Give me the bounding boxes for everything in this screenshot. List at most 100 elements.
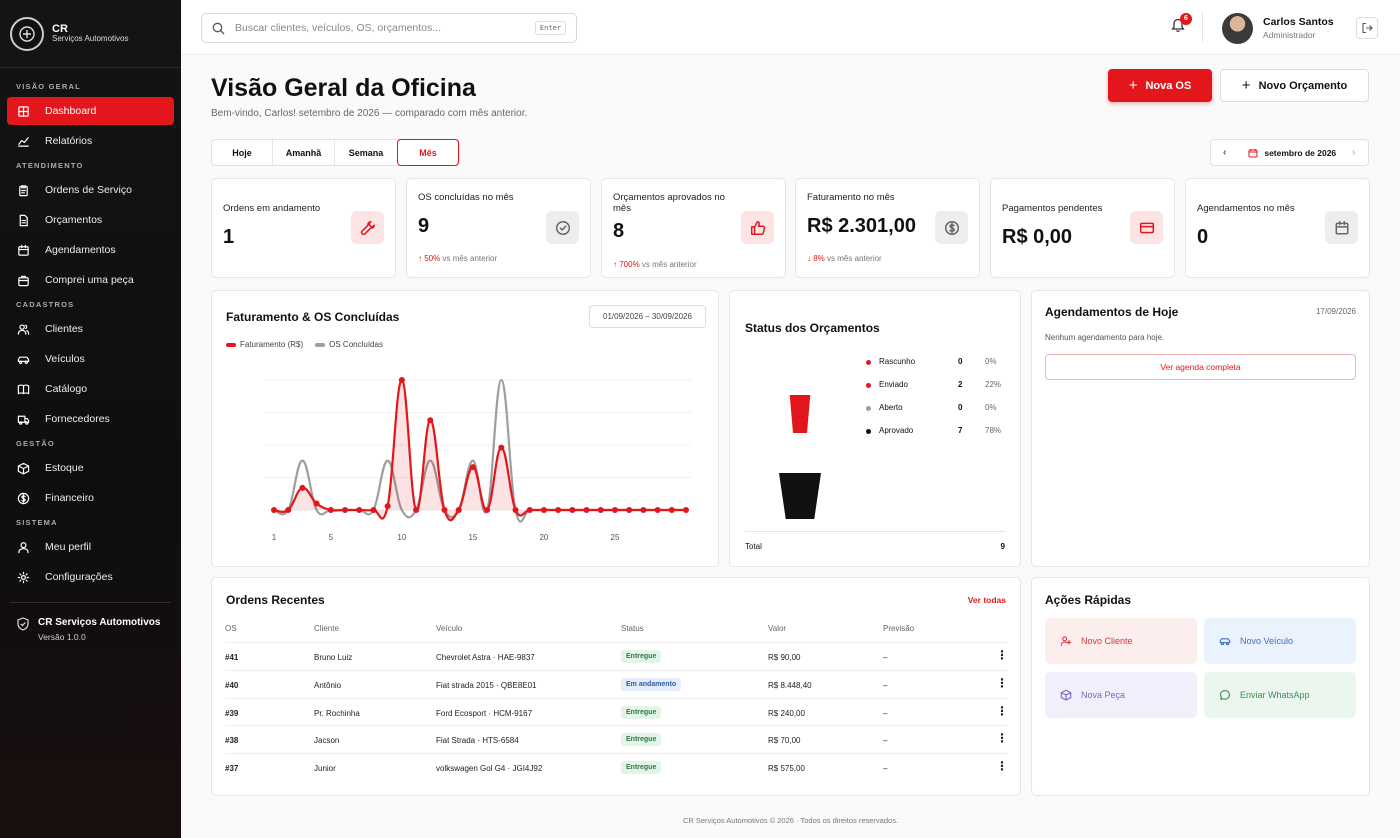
table-row[interactable]: #40 Antônio Fiat strada 2015 · QBE8E01 E… xyxy=(225,669,1008,698)
stat-card-pagamentos-pendentes[interactable]: Pagamentos pendentes R$ 0,00 xyxy=(990,178,1175,278)
table-row[interactable]: #38 Jacson Fiat Strada · HTS-6584 Entreg… xyxy=(225,725,1008,753)
grid-icon xyxy=(17,105,38,118)
more-options-icon[interactable]: ⋮ xyxy=(996,648,1008,662)
table-row[interactable]: #37 Junior volkswagen Gol G4 · JGI4J92 E… xyxy=(225,753,1008,781)
car-icon xyxy=(17,353,38,366)
data-point-faturamento[interactable] xyxy=(484,507,491,513)
data-point-faturamento[interactable] xyxy=(370,507,377,513)
data-point-faturamento[interactable] xyxy=(285,507,292,513)
avatar[interactable] xyxy=(1222,13,1253,44)
more-options-icon[interactable]: ⋮ xyxy=(996,731,1008,746)
sidebar-item-clientes[interactable]: Clientes xyxy=(7,315,174,343)
more-options-icon[interactable]: ⋮ xyxy=(996,675,1008,690)
sidebar-item-agendamentos[interactable]: Agendamentos xyxy=(7,236,174,264)
data-point-faturamento[interactable] xyxy=(356,507,363,513)
sidebar-item-label: Relatórios xyxy=(45,135,93,147)
stat-card-os-concluidas-no-mes[interactable]: OS concluídas no mês 9 ↑ 50% vs mês ante… xyxy=(406,178,591,278)
stat-card-faturamento-no-mes[interactable]: Faturamento no mês R$ 2.301,00 ↓ 8% vs m… xyxy=(795,178,980,278)
check-circle-icon xyxy=(546,211,579,244)
table-row[interactable]: #41 Bruno Luiz Chevrolet Astra · HAE-983… xyxy=(225,642,1008,670)
data-point-faturamento[interactable] xyxy=(668,507,675,513)
agenda-title: Agendamentos de Hoje xyxy=(1045,305,1179,319)
funnel-segment-aprovado[interactable] xyxy=(779,473,821,519)
more-options-icon[interactable]: ⋮ xyxy=(996,759,1008,774)
dollar-icon xyxy=(17,492,38,505)
data-point-faturamento[interactable] xyxy=(271,507,277,513)
more-options-icon[interactable]: ⋮ xyxy=(996,703,1008,718)
data-point-faturamento[interactable] xyxy=(555,507,562,513)
quick-action-novo-veiculo[interactable]: Novo Veículo xyxy=(1204,618,1356,664)
plus-icon: + xyxy=(1128,77,1138,94)
date-range-button[interactable]: 01/09/2026 – 30/09/2026 xyxy=(589,305,706,328)
legend-row-rascunho[interactable]: Rascunho 0 0% xyxy=(866,357,1006,369)
search-input[interactable]: Buscar clientes, veículos, OS, orçamento… xyxy=(201,13,577,43)
data-point-faturamento[interactable] xyxy=(683,507,689,513)
new-budget-button[interactable]: + Novo Orçamento xyxy=(1220,69,1369,102)
data-point-faturamento[interactable] xyxy=(413,507,420,513)
tab-mes[interactable]: Mês xyxy=(397,139,459,166)
chevron-left-icon[interactable]: ‹ xyxy=(1223,147,1227,158)
quick-action-novo-cliente[interactable]: Novo Cliente xyxy=(1045,618,1197,664)
sidebar-item-dashboard[interactable]: Dashboard xyxy=(7,97,174,125)
total-value: 9 xyxy=(1000,542,1005,551)
data-point-faturamento[interactable] xyxy=(398,377,405,383)
legend-row-aberto[interactable]: Aberto 0 0% xyxy=(866,403,1006,415)
data-point-faturamento[interactable] xyxy=(597,507,604,513)
sidebar-item-veiculos[interactable]: Veículos xyxy=(7,345,174,373)
tab-amanha[interactable]: Amanhã xyxy=(273,140,335,165)
notifications-button[interactable]: 6 xyxy=(1171,13,1192,38)
sidebar-item-orcamentos[interactable]: Orçamentos xyxy=(7,206,174,234)
agenda-date: 17/09/2026 xyxy=(1315,307,1356,316)
stat-card-ordens-em-andamento[interactable]: Ordens em andamento 1 xyxy=(211,178,396,278)
order-forecast: – xyxy=(883,680,888,690)
data-point-faturamento[interactable] xyxy=(654,507,661,513)
quick-action-nova-peca[interactable]: Nova Peça xyxy=(1045,672,1197,718)
data-point-faturamento[interactable] xyxy=(569,507,576,513)
quick-action-enviar-whatsapp[interactable]: Enviar WhatsApp xyxy=(1204,672,1356,718)
data-point-faturamento[interactable] xyxy=(540,507,547,513)
table-row[interactable]: #39 Pr. Rochinha Ford Ecosport · HCM-916… xyxy=(225,697,1008,726)
sidebar-item-meu-perfil[interactable]: Meu perfil xyxy=(7,533,174,561)
data-point-faturamento[interactable] xyxy=(427,417,434,424)
tab-hoje[interactable]: Hoje xyxy=(212,140,273,165)
data-point-faturamento[interactable] xyxy=(342,507,349,513)
sidebar-item-catalogo[interactable]: Catálogo xyxy=(7,375,174,403)
brand-logo[interactable]: CR Serviços Automotivos xyxy=(0,0,181,68)
tab-semana[interactable]: Semana xyxy=(348,147,384,158)
order-client: Antônio xyxy=(314,680,342,690)
sidebar-item-label: Estoque xyxy=(45,462,84,474)
data-point-faturamento[interactable] xyxy=(299,484,306,491)
data-point-faturamento[interactable] xyxy=(526,507,533,513)
sidebar-item-comprei-uma-peca[interactable]: Comprei uma peça xyxy=(7,266,174,294)
sidebar-item-configuracoes[interactable]: Configurações xyxy=(7,563,174,591)
legend-os: OS Concluídas xyxy=(329,340,383,349)
data-point-faturamento[interactable] xyxy=(441,507,448,513)
legend-category: Aprovado xyxy=(879,426,914,435)
sidebar-item-relatorios[interactable]: Relatórios xyxy=(7,127,174,155)
legend-row-aprovado[interactable]: Aprovado 7 78% xyxy=(866,426,1006,438)
data-point-faturamento[interactable] xyxy=(313,500,320,507)
sidebar-item-estoque[interactable]: Estoque xyxy=(7,454,174,482)
data-point-faturamento[interactable] xyxy=(583,507,590,513)
data-point-faturamento[interactable] xyxy=(384,503,391,510)
stat-card-agendamentos-no-mes[interactable]: Agendamentos no mês 0 xyxy=(1185,178,1370,278)
data-point-faturamento[interactable] xyxy=(611,507,618,513)
sidebar-item-fornecedores[interactable]: Fornecedores xyxy=(7,405,174,433)
see-all-orders-link[interactable]: Ver todas xyxy=(967,595,1006,605)
sidebar-item-ordens-de-servico[interactable]: Ordens de Serviço xyxy=(7,176,174,204)
sidebar-item-financeiro[interactable]: Financeiro xyxy=(7,484,174,512)
legend-row-enviado[interactable]: Enviado 2 22% xyxy=(866,380,1006,392)
data-point-faturamento[interactable] xyxy=(469,464,476,471)
data-point-faturamento[interactable] xyxy=(327,507,334,513)
data-point-faturamento[interactable] xyxy=(640,507,647,513)
funnel-segment-enviado[interactable] xyxy=(789,395,811,433)
data-point-faturamento[interactable] xyxy=(512,507,519,513)
new-os-button[interactable]: + Nova OS xyxy=(1108,69,1212,102)
data-point-faturamento[interactable] xyxy=(498,444,505,451)
data-point-faturamento[interactable] xyxy=(455,507,462,513)
data-point-faturamento[interactable] xyxy=(626,507,633,513)
logout-button[interactable] xyxy=(1356,17,1378,39)
chevron-right-icon[interactable]: › xyxy=(1352,147,1356,158)
see-full-agenda-button[interactable]: Ver agenda completa xyxy=(1045,354,1356,380)
stat-card-orcamentos-aprovados-no-mes[interactable]: Orçamentos aprovados no mês 8 ↑ 700% vs … xyxy=(601,178,786,278)
